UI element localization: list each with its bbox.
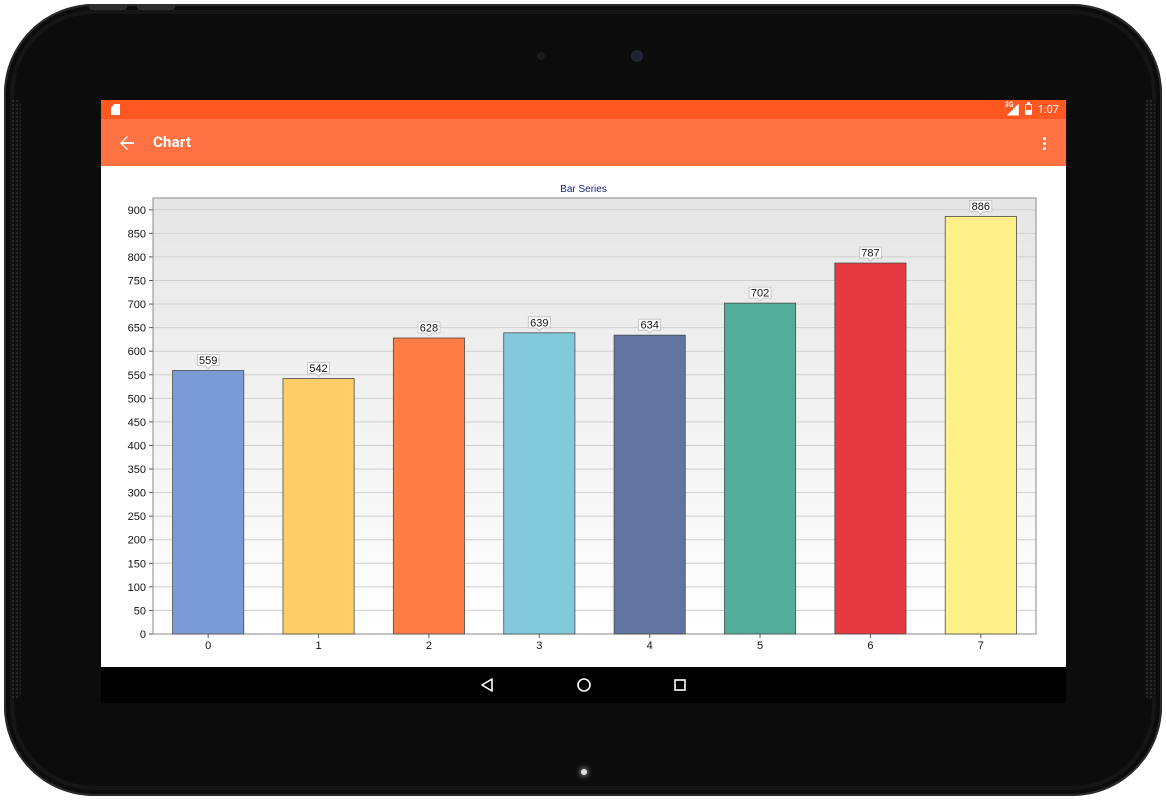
data-label-box xyxy=(969,199,993,215)
status-bar: 3G 1:07 xyxy=(101,100,1066,119)
app-screen: 3G 1:07 Chart Bar Series 0 50 100 150 200 250… xyxy=(101,100,1066,703)
data-label-box xyxy=(527,316,551,332)
signal-icon: 3G xyxy=(1004,100,1019,116)
data-label-box xyxy=(859,246,882,262)
plot-border xyxy=(152,197,1037,635)
data-label-box xyxy=(307,362,330,378)
bar-chart: 0501001502002503003504004505005506006507… xyxy=(128,197,1037,652)
data-label: 886 xyxy=(972,201,990,213)
chart-panel: Bar Series 0 50 100 150 200 250 300 350 400 450 50… xyxy=(101,166,1066,667)
y-tick-label: 50 xyxy=(134,605,146,617)
x-tick-label: 0 xyxy=(205,640,211,652)
nav-back-icon[interactable] xyxy=(475,673,499,697)
y-tick-label: 0 xyxy=(140,629,146,641)
battery-icon xyxy=(1024,102,1032,115)
navigation-bar xyxy=(101,667,1066,703)
data-label: 628 xyxy=(420,322,438,334)
power-button xyxy=(137,4,175,10)
chart-title: Bar Series xyxy=(560,184,607,195)
data-label-box xyxy=(417,321,441,337)
x-tick-label: 7 xyxy=(978,640,984,652)
bar xyxy=(503,332,576,635)
data-label-box xyxy=(196,354,220,370)
y-tick-label: 800 xyxy=(128,252,146,264)
data-label: 634 xyxy=(641,320,659,332)
x-tick-label: 3 xyxy=(536,640,542,652)
x-tick-label: 4 xyxy=(647,640,653,652)
app-bar-title: Chart xyxy=(153,133,192,151)
x-tick-label: 1 xyxy=(316,640,322,652)
data-label: 787 xyxy=(861,248,879,260)
y-tick-label: 300 xyxy=(128,488,146,500)
y-tick-label: 500 xyxy=(128,393,146,405)
x-tick-label: 2 xyxy=(426,640,432,652)
data-label-box xyxy=(748,286,772,302)
x-tick-label: 6 xyxy=(867,640,873,652)
status-clock: 1:07 xyxy=(1037,103,1059,116)
y-tick-label: 250 xyxy=(128,511,146,523)
y-tick-label: 100 xyxy=(128,582,146,594)
y-tick-label: 600 xyxy=(128,346,146,358)
bar xyxy=(392,337,465,635)
nav-home-icon[interactable] xyxy=(572,673,596,697)
bar xyxy=(613,334,686,635)
y-tick-label: 150 xyxy=(128,558,146,570)
data-label-box xyxy=(638,318,662,334)
bar xyxy=(282,378,355,635)
y-tick-label: 850 xyxy=(128,228,146,240)
light-sensor-icon xyxy=(537,52,545,60)
home-indicator-light xyxy=(581,769,587,775)
network-type-label: 3G xyxy=(1004,100,1014,109)
status-icons: 3G 1:07 xyxy=(1004,100,1059,117)
nav-recents-icon[interactable] xyxy=(668,673,692,697)
bar xyxy=(724,302,797,635)
y-tick-label: 200 xyxy=(128,535,146,547)
y-tick-label: 400 xyxy=(128,440,146,452)
data-label: 559 xyxy=(199,355,217,367)
y-tick-label: 450 xyxy=(128,417,146,429)
y-tick-label: 700 xyxy=(128,299,146,311)
y-tick-label: 550 xyxy=(128,370,146,382)
data-label: 702 xyxy=(751,288,769,300)
arrow-back-icon[interactable] xyxy=(115,131,139,155)
bar xyxy=(944,215,1017,635)
left-speaker-grille xyxy=(11,99,21,699)
x-tick-label: 5 xyxy=(757,640,763,652)
y-tick-label: 900 xyxy=(128,205,146,217)
volume-button xyxy=(89,4,127,10)
y-tick-label: 750 xyxy=(128,275,146,287)
right-speaker-grille xyxy=(1145,99,1155,699)
data-label: 542 xyxy=(309,363,327,375)
sd-card-icon xyxy=(111,104,120,115)
y-tick-label: 650 xyxy=(128,323,146,335)
y-tick-label: 350 xyxy=(128,464,146,476)
bar xyxy=(834,262,907,635)
overflow-menu-icon[interactable] xyxy=(1034,133,1054,153)
bar xyxy=(172,370,245,635)
app-bar: Chart xyxy=(101,119,1066,166)
front-camera-icon xyxy=(631,50,643,62)
data-label: 639 xyxy=(530,317,548,329)
